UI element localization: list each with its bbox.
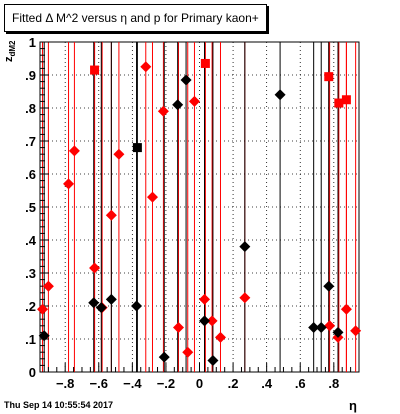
data-diamond bbox=[173, 321, 185, 333]
y-tick-label: .9 bbox=[25, 68, 36, 83]
data-diamond bbox=[105, 293, 117, 305]
data-diamond bbox=[188, 95, 200, 107]
data-diamond bbox=[68, 145, 80, 157]
y-axis-label-sub: dM2 bbox=[8, 40, 18, 57]
data-diamond bbox=[180, 74, 192, 86]
data-diamond bbox=[199, 293, 211, 305]
data-diamond bbox=[199, 315, 211, 327]
grid bbox=[40, 42, 359, 372]
data-square bbox=[324, 72, 334, 82]
data-square bbox=[132, 143, 142, 153]
data-diamond bbox=[332, 326, 344, 338]
x-tick-label: .4 bbox=[261, 376, 273, 391]
data-diamond bbox=[324, 320, 336, 332]
y-tick-label: .6 bbox=[25, 167, 36, 182]
vertical-bars bbox=[42, 42, 357, 372]
data-markers bbox=[37, 58, 362, 366]
data-diamond bbox=[89, 262, 101, 274]
y-tick-label: .1 bbox=[25, 332, 36, 347]
data-diamond bbox=[206, 315, 218, 327]
x-tick-label: −.8 bbox=[56, 376, 74, 391]
data-diamond bbox=[182, 346, 194, 358]
data-diamond bbox=[131, 300, 143, 312]
y-tick-label: .7 bbox=[25, 134, 36, 149]
data-diamond bbox=[340, 303, 352, 315]
data-square bbox=[200, 58, 210, 68]
x-axis-label: η bbox=[349, 398, 357, 413]
x-tick-label: −.4 bbox=[123, 376, 142, 391]
x-tick-label: 0 bbox=[196, 376, 203, 391]
y-tick-label: .4 bbox=[25, 233, 37, 248]
data-square bbox=[341, 95, 351, 105]
x-tick-label: .8 bbox=[328, 376, 339, 391]
y-tick-label: .5 bbox=[25, 200, 36, 215]
data-diamond bbox=[42, 280, 54, 292]
data-diamond bbox=[172, 99, 184, 111]
data-diamond bbox=[274, 89, 286, 101]
data-diamond bbox=[37, 303, 49, 315]
data-square bbox=[334, 98, 344, 108]
data-diamond bbox=[308, 321, 320, 333]
data-diamond bbox=[95, 302, 107, 314]
data-diamond bbox=[38, 330, 50, 342]
tick-labels: 0 .1 .2 .3 .4 .5 .6 .7 .8 .9 1 −.8 −.6 −.4 −.2 0 .2 .4 .6.… bbox=[25, 35, 339, 391]
data-diamond bbox=[88, 297, 100, 309]
x-tick-label: −.2 bbox=[157, 376, 175, 391]
data-square bbox=[90, 65, 100, 75]
data-diamond bbox=[315, 321, 327, 333]
data-diamond bbox=[239, 241, 251, 253]
data-diamond bbox=[323, 280, 335, 292]
data-diamond bbox=[207, 354, 219, 366]
data-diamond bbox=[140, 61, 152, 73]
data-diamond bbox=[63, 178, 75, 190]
data-diamond bbox=[105, 209, 117, 221]
x-tick-label: .6 bbox=[295, 376, 306, 391]
y-tick-label: 0 bbox=[29, 365, 36, 380]
x-tick-label: −.6 bbox=[90, 376, 108, 391]
data-diamond bbox=[239, 292, 251, 304]
chart-title: Fitted Δ M^2 versus η and p for Primary … bbox=[4, 4, 267, 32]
x-tick-label: .2 bbox=[228, 376, 239, 391]
y-tick-label: 1 bbox=[29, 35, 36, 50]
data-diamond bbox=[350, 325, 362, 337]
y-axis-label-main: z bbox=[3, 56, 15, 63]
data-diamond bbox=[157, 105, 169, 117]
y-tick-label: .3 bbox=[25, 266, 36, 281]
timestamp: Thu Sep 14 10:55:54 2017 bbox=[4, 400, 114, 410]
data-diamond bbox=[146, 191, 158, 203]
data-diamond bbox=[214, 331, 226, 343]
data-diamond bbox=[158, 351, 170, 363]
y-tick-label: .8 bbox=[25, 101, 36, 116]
y-axis-label: zdM2 bbox=[3, 41, 17, 63]
y-tick-label: .2 bbox=[25, 299, 36, 314]
data-diamond bbox=[113, 148, 125, 160]
